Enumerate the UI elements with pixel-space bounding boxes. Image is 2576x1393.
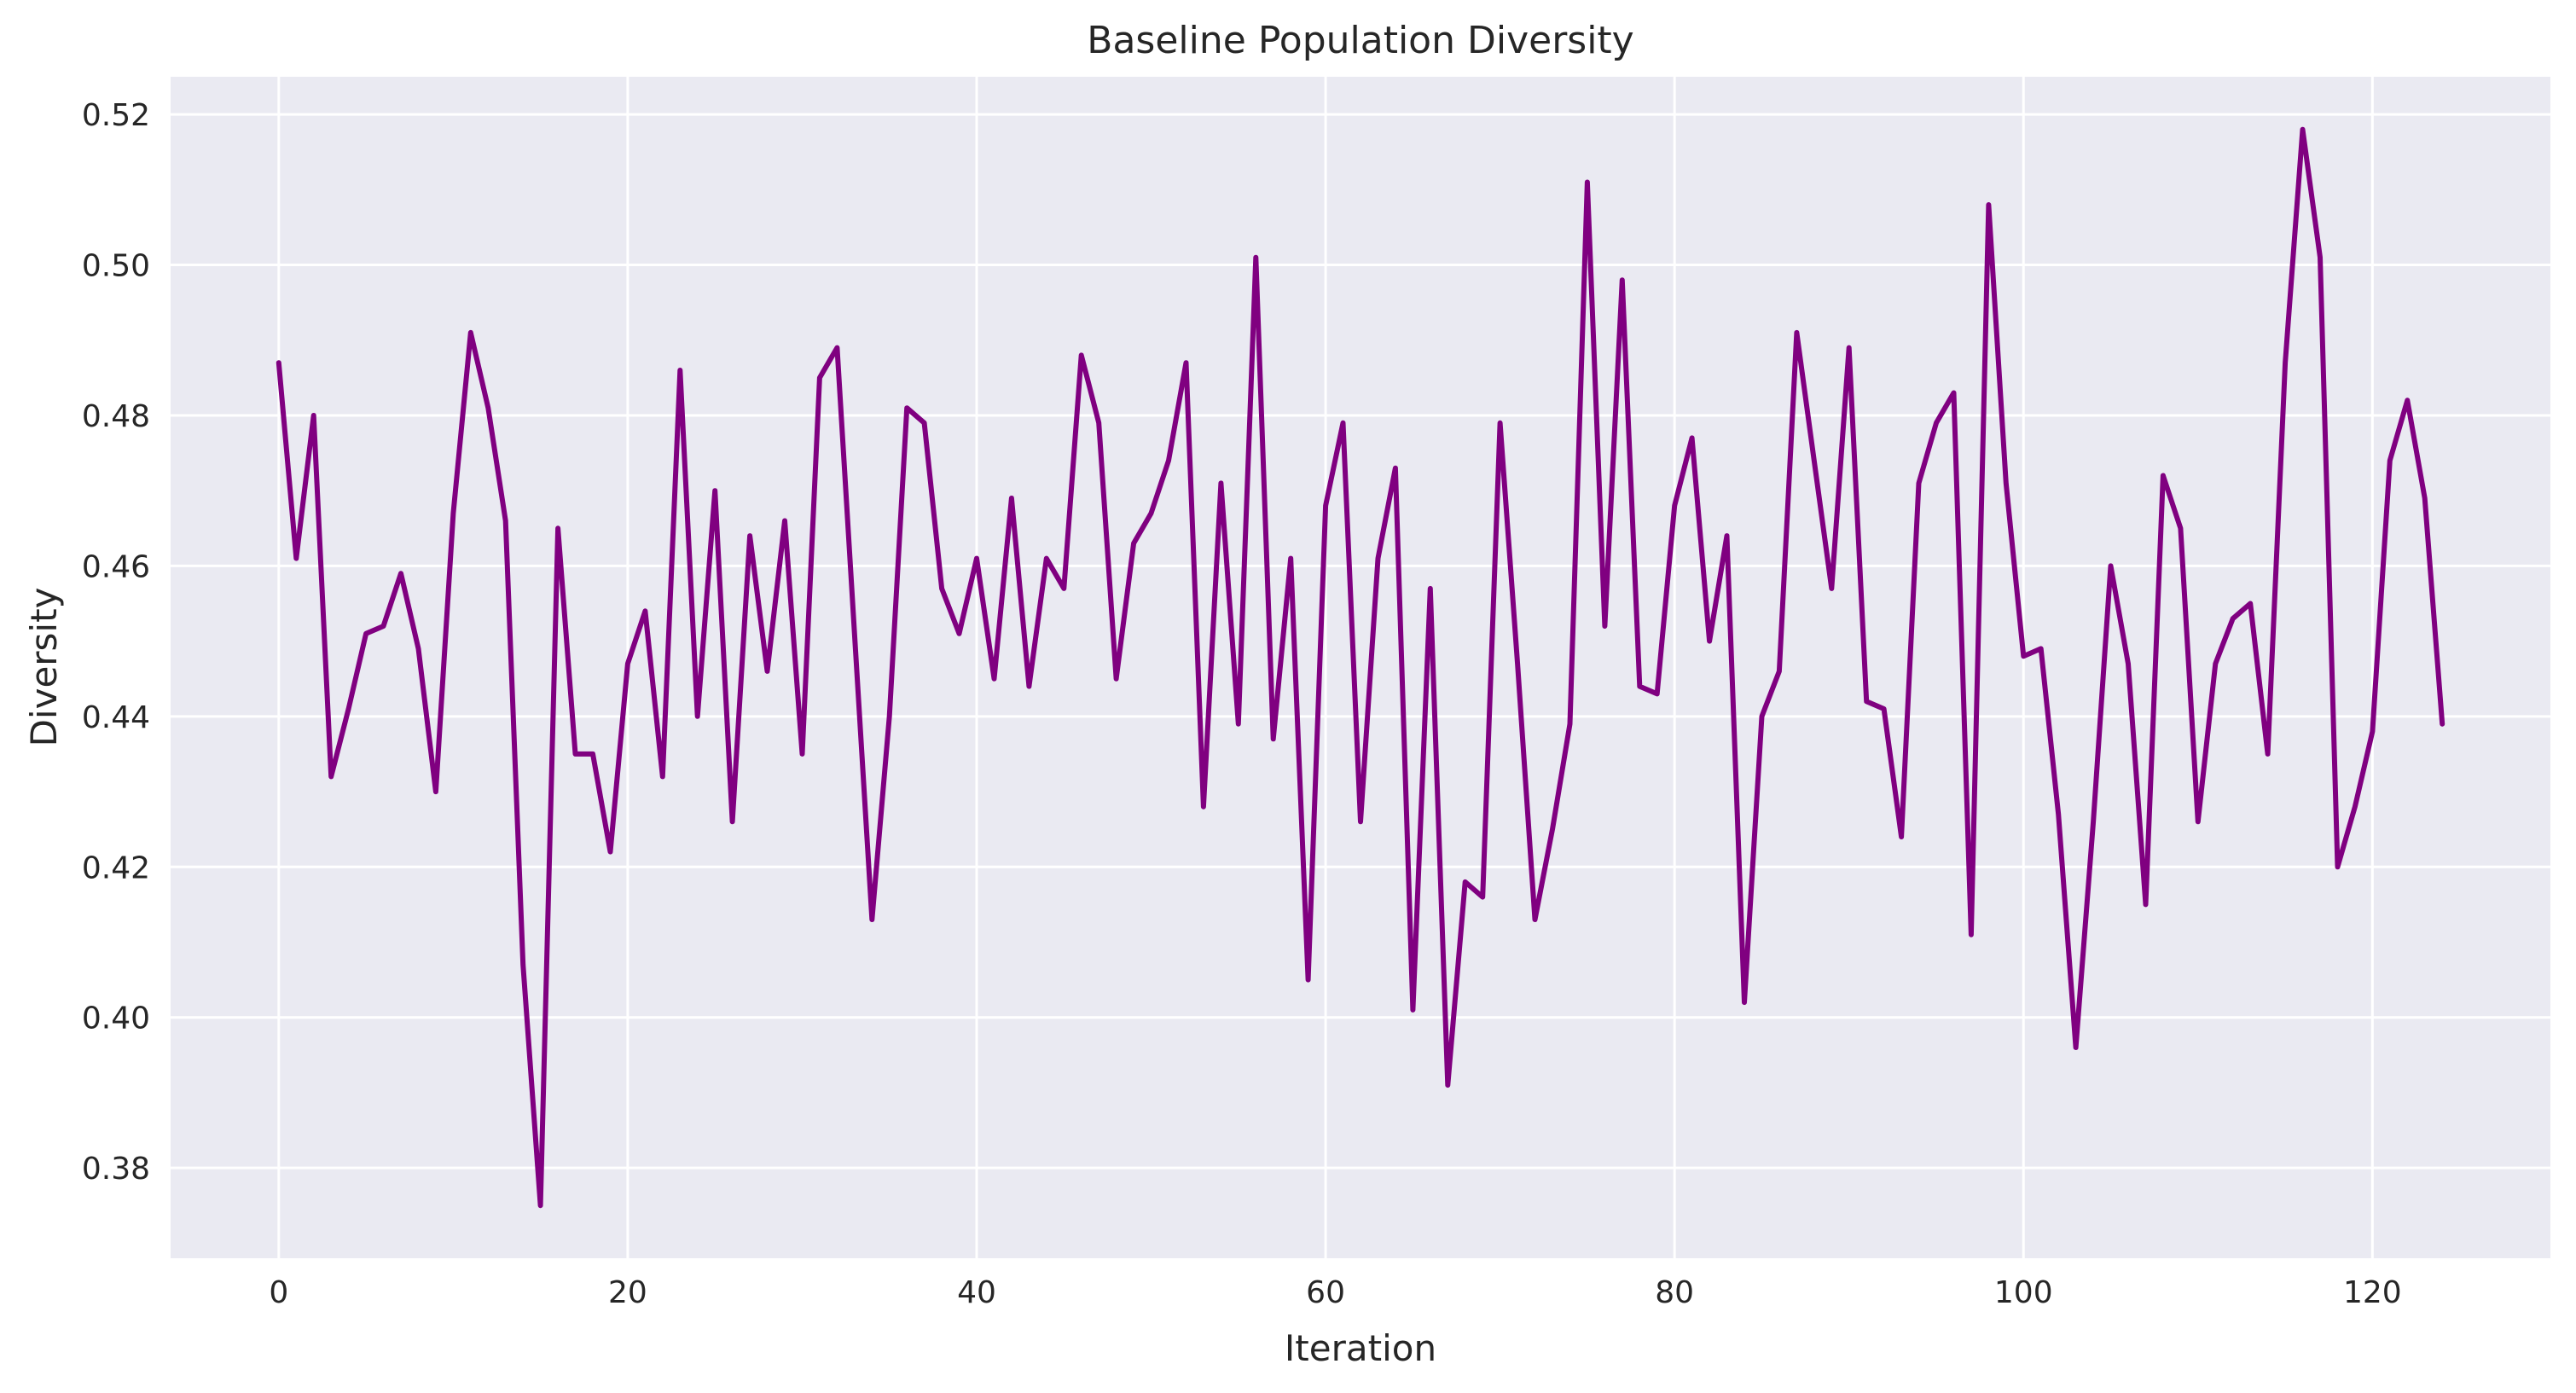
y-tick-label: 0.52 bbox=[82, 98, 150, 133]
grid bbox=[171, 77, 2550, 1258]
x-axis-title: Iteration bbox=[1285, 1327, 1436, 1369]
y-tick-label: 0.48 bbox=[82, 399, 150, 434]
y-tick-labels: 0.38 0.40 0.42 0.44 0.46 0.48 0.50 0.52 bbox=[82, 98, 150, 1187]
y-tick-label: 0.40 bbox=[82, 1001, 150, 1036]
y-tick-label: 0.38 bbox=[82, 1152, 150, 1187]
y-tick-label: 0.50 bbox=[82, 249, 150, 284]
plot-area bbox=[171, 77, 2550, 1258]
x-tick-label: 0 bbox=[269, 1275, 288, 1310]
x-tick-label: 120 bbox=[2343, 1275, 2402, 1310]
x-tick-label: 20 bbox=[608, 1275, 647, 1310]
x-tick-labels: 0 20 40 60 80 100 120 bbox=[269, 1275, 2401, 1310]
x-tick-label: 80 bbox=[1655, 1275, 1694, 1310]
y-tick-label: 0.42 bbox=[82, 850, 150, 885]
series-layer bbox=[276, 126, 2445, 1209]
x-tick-label: 40 bbox=[957, 1275, 996, 1310]
x-tick-label: 100 bbox=[1994, 1275, 2053, 1310]
chart-title: Baseline Population Diversity bbox=[1087, 19, 1633, 62]
y-axis-title: Diversity bbox=[23, 588, 65, 747]
x-tick-label: 60 bbox=[1306, 1275, 1345, 1310]
y-tick-label: 0.44 bbox=[82, 700, 150, 735]
series-line bbox=[276, 126, 2445, 1209]
y-tick-label: 0.46 bbox=[82, 549, 150, 584]
